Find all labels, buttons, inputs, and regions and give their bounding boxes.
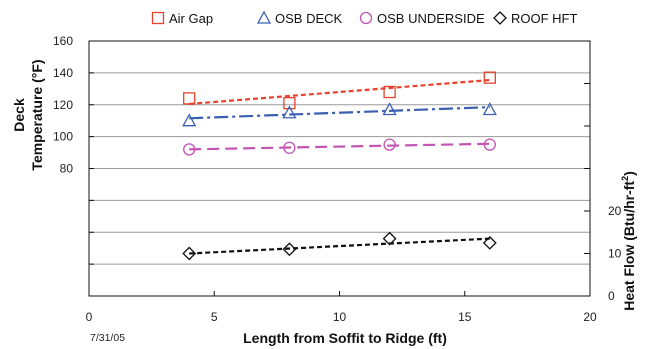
left-axis-ticks: 80 100 120 140 160 xyxy=(53,34,94,297)
date-note: 7/31/05 xyxy=(90,332,125,344)
left-axis-title-line2: Temperature (°F) xyxy=(29,59,45,170)
roof-hft-point xyxy=(482,235,497,250)
x-tick-label: 0 xyxy=(86,310,93,324)
osb-underside-legend-marker xyxy=(359,11,373,25)
right-axis-title-main: Heat Flow (Btu/hr-ft xyxy=(621,181,637,311)
osb-deck-point xyxy=(482,102,497,116)
osb-deck-legend-label: OSB DECK xyxy=(275,11,343,26)
osb-deck-trend-line xyxy=(189,106,490,120)
osb-underside-point xyxy=(383,138,396,151)
left-tick-label: 160 xyxy=(53,34,73,48)
roof-hft-legend-label: ROOF HFT xyxy=(511,11,577,26)
left-tick-label: 80 xyxy=(60,162,74,176)
osb-underside-point xyxy=(283,141,296,154)
right-tick-label: 0 xyxy=(608,289,615,303)
osb-deck-point xyxy=(382,102,397,116)
air-gap-trend-line xyxy=(189,78,490,106)
right-axis-title: Heat Flow (Btu/hr-ft2) xyxy=(620,171,637,311)
right-axis-title-superscript: 2 xyxy=(620,176,630,181)
x-tick-label: 5 xyxy=(211,310,218,324)
air-gap-legend-label: Air Gap xyxy=(169,11,213,26)
left-tick-label: 140 xyxy=(53,66,73,80)
x-tick-label: 10 xyxy=(333,310,347,324)
osb-underside-point xyxy=(483,138,496,151)
legend: Air Gap OSB DECK OSB UNDERSIDE ROOF HFT xyxy=(151,10,577,26)
left-tick-label: 100 xyxy=(53,130,73,144)
osb-deck-point xyxy=(182,113,197,127)
air-gap-point xyxy=(183,92,196,105)
air-gap-legend-marker xyxy=(151,11,165,25)
air-gap-point xyxy=(383,85,396,99)
trend-lines xyxy=(189,78,490,255)
air-gap-point xyxy=(483,71,496,84)
osb-deck-legend-marker xyxy=(256,10,272,24)
osb-underside-trend-line xyxy=(189,142,490,151)
osb-deck-point xyxy=(282,105,297,119)
x-tick-label: 20 xyxy=(583,310,597,324)
x-axis-ticks: 0 5 10 15 20 xyxy=(86,291,597,324)
roof-hft-legend-marker xyxy=(493,11,507,25)
osb-underside-point xyxy=(183,143,196,156)
left-tick-label: 120 xyxy=(53,98,73,112)
right-tick-label: 10 xyxy=(608,247,622,261)
x-tick-label: 15 xyxy=(458,310,472,324)
roof-hft-trend-line xyxy=(189,237,490,255)
x-axis-title: Length from Soffit to Ridge (ft) xyxy=(243,330,447,346)
right-tick-label: 20 xyxy=(608,204,622,218)
right-axis-ticks: 0 10 20 xyxy=(584,40,622,303)
osb-underside-legend-label: OSB UNDERSIDE xyxy=(377,11,485,26)
right-axis-title-end: ) xyxy=(621,171,637,176)
roof-hft-point xyxy=(182,246,197,261)
data-markers xyxy=(182,71,497,261)
air-gap-point xyxy=(283,97,296,110)
left-axis-title-line1: Deck xyxy=(11,98,27,132)
roof-hft-point xyxy=(382,231,397,246)
grid-lines xyxy=(89,72,590,265)
roof-hft-point xyxy=(282,242,297,257)
